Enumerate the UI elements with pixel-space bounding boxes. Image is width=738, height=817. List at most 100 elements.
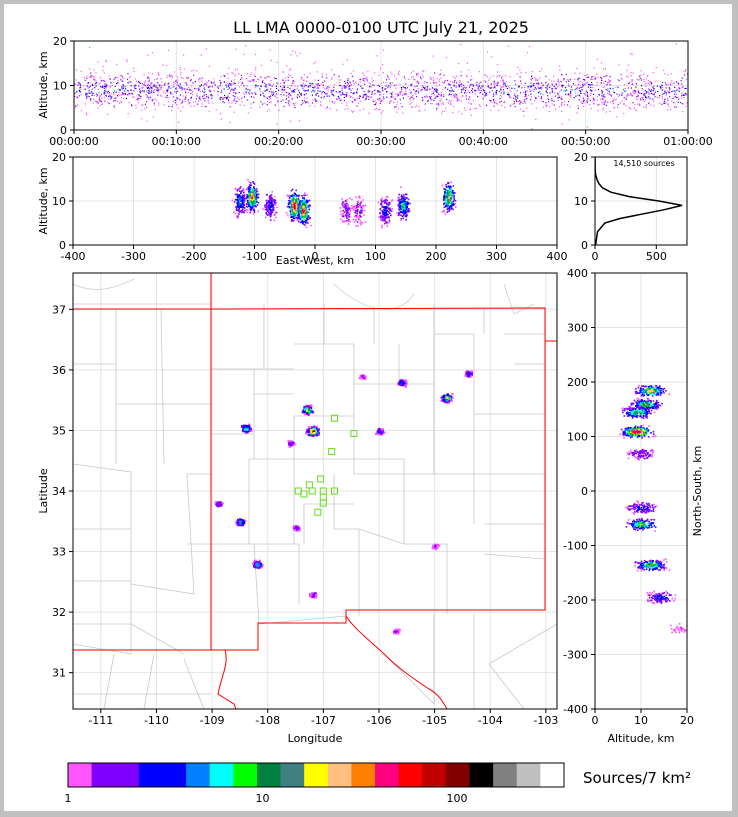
source-point <box>105 86 107 88</box>
source-point <box>348 88 350 90</box>
source-point <box>445 184 447 186</box>
source-point <box>315 430 318 433</box>
source-point <box>511 87 513 89</box>
source-point <box>481 85 483 87</box>
source-point <box>288 69 290 71</box>
source-point <box>294 193 297 195</box>
source-point <box>114 77 116 79</box>
source-point <box>264 204 266 207</box>
source-point <box>235 102 237 104</box>
source-point <box>547 95 549 97</box>
source-point <box>568 83 570 85</box>
source-point <box>498 75 500 77</box>
source-point <box>176 97 178 99</box>
source-point <box>77 84 79 86</box>
source-point <box>104 100 106 102</box>
source-point <box>354 215 356 218</box>
source-point <box>248 180 250 183</box>
source-point <box>295 207 297 209</box>
source-point <box>525 94 527 96</box>
source-point <box>525 90 527 92</box>
source-point <box>315 94 317 96</box>
source-point <box>400 87 402 89</box>
source-point <box>97 88 100 90</box>
source-point <box>420 88 422 91</box>
source-point <box>223 75 225 77</box>
source-point <box>570 86 572 88</box>
source-point <box>597 104 599 106</box>
source-point <box>313 63 315 65</box>
source-point <box>168 97 170 99</box>
source-point <box>677 101 679 103</box>
source-point <box>147 98 150 100</box>
source-point <box>286 94 288 96</box>
source-point <box>549 86 551 88</box>
source-point <box>252 197 255 199</box>
alt-tick-label: 0 <box>59 239 66 252</box>
source-point <box>370 96 372 98</box>
source-point <box>370 83 372 85</box>
source-point <box>162 91 165 93</box>
source-point <box>301 100 303 102</box>
source-point <box>363 90 365 93</box>
source-point <box>190 105 192 107</box>
source-point <box>265 85 267 87</box>
source-point <box>580 80 582 82</box>
source-point <box>654 96 656 98</box>
source-point <box>480 81 482 83</box>
source-point <box>309 82 311 84</box>
source-point <box>167 74 169 76</box>
source-point <box>176 104 178 106</box>
source-point <box>478 85 480 87</box>
source-point <box>210 90 212 93</box>
source-point <box>501 75 503 77</box>
source-point <box>404 200 407 203</box>
source-point <box>315 427 318 430</box>
source-point <box>586 82 588 84</box>
source-point <box>338 79 340 81</box>
source-point <box>327 88 329 90</box>
source-point <box>451 191 454 194</box>
source-point <box>430 99 432 101</box>
source-point <box>132 93 134 95</box>
source-point <box>535 107 537 109</box>
source-point <box>643 79 645 81</box>
source-point <box>237 97 239 99</box>
source-point <box>400 194 403 196</box>
source-point <box>613 91 616 94</box>
source-point <box>143 83 145 85</box>
source-point <box>644 95 647 97</box>
source-point <box>503 91 505 93</box>
source-point <box>370 85 372 88</box>
source-point <box>479 92 481 94</box>
source-point <box>542 94 544 96</box>
source-point <box>652 72 654 74</box>
source-point <box>174 99 176 101</box>
source-point <box>164 92 166 94</box>
source-point <box>352 88 354 90</box>
source-point <box>113 105 115 107</box>
source-point <box>85 112 87 114</box>
source-point <box>267 202 269 205</box>
source-point <box>564 90 566 92</box>
source-point <box>344 220 347 223</box>
source-point <box>167 88 169 90</box>
source-point <box>256 78 258 80</box>
source-point <box>670 73 672 75</box>
source-point <box>178 85 180 87</box>
source-point <box>561 84 563 86</box>
source-point <box>635 98 637 100</box>
source-point <box>107 101 109 104</box>
source-point <box>574 89 576 91</box>
source-point <box>267 75 269 78</box>
source-point <box>114 97 116 99</box>
source-point <box>602 109 604 111</box>
source-point <box>449 84 451 86</box>
source-point <box>226 82 228 85</box>
source-point <box>299 200 302 202</box>
source-point <box>292 90 294 92</box>
source-point <box>358 196 360 199</box>
source-point <box>149 96 151 98</box>
source-point <box>585 94 587 96</box>
source-point <box>609 91 611 93</box>
